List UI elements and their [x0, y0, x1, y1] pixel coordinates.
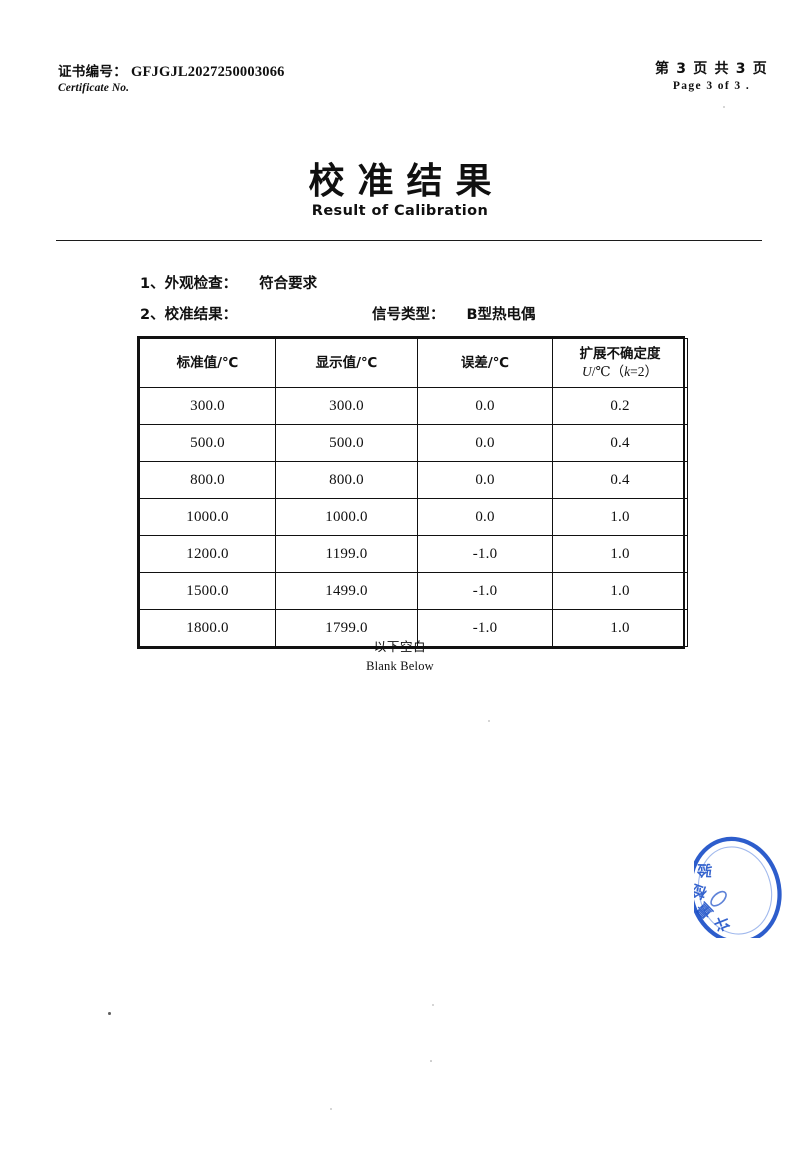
table-header: 标准值/℃ 显示值/℃ 误差/℃ 扩展不确定度 U/℃（k=2） — [139, 338, 688, 388]
cell-uncertainty: 1.0 — [552, 609, 688, 647]
uncertainty-symbol-U: U — [582, 364, 592, 379]
uncertainty-symbol-k: k — [624, 364, 631, 379]
column-header-display-value: 显示值/℃ — [275, 338, 418, 388]
column-header-error: 误差/℃ — [417, 338, 553, 388]
certificate-number-block: 证书编号： GFJGJL2027250003066 Certificate No. — [58, 60, 285, 94]
cell-uncertainty: 0.2 — [552, 387, 688, 425]
scan-speckle — [432, 1004, 434, 1006]
table-row: 300.0 300.0 0.0 0.2 — [139, 387, 688, 425]
table-row: 500.0 500.0 0.0 0.4 — [139, 424, 688, 462]
cell-display-value: 1199.0 — [275, 535, 418, 573]
cell-display-value: 1799.0 — [275, 609, 418, 647]
table-header-row: 标准值/℃ 显示值/℃ 误差/℃ 扩展不确定度 U/℃（k=2） — [139, 338, 688, 388]
table-row: 1000.0 1000.0 0.0 1.0 — [139, 498, 688, 536]
scan-speckle — [108, 1012, 111, 1015]
column-header-standard-value: 标准值/℃ — [139, 338, 276, 388]
cell-standard-value: 300.0 — [139, 387, 276, 425]
uncertainty-k-value: =2） — [630, 364, 658, 379]
page-number-cn: 第 3 页 共 3 页 — [654, 61, 768, 77]
svg-text:量: 量 — [694, 899, 717, 922]
page-title-en: Result of Calibration — [311, 203, 489, 219]
svg-text:验: 验 — [696, 861, 713, 880]
scan-speckle — [330, 1108, 332, 1110]
calibration-results-table: 标准值/℃ 显示值/℃ 误差/℃ 扩展不确定度 U/℃（k=2） 300.0 3… — [139, 338, 688, 647]
table-row: 800.0 800.0 0.0 0.4 — [139, 461, 688, 499]
cell-error: 0.0 — [417, 387, 553, 425]
cell-uncertainty: 0.4 — [552, 424, 688, 462]
cell-display-value: 1000.0 — [275, 498, 418, 536]
cell-error: 0.0 — [417, 424, 553, 462]
cell-standard-value: 1000.0 — [139, 498, 276, 536]
page-title-cn: 校准结果 — [308, 161, 505, 202]
table-row: 1500.0 1499.0 -1.0 1.0 — [139, 572, 688, 610]
cell-standard-value: 800.0 — [139, 461, 276, 499]
cell-display-value: 800.0 — [275, 461, 418, 499]
blank-below-notice: 以下空白 Blank Below — [0, 636, 800, 674]
table-row: 1200.0 1199.0 -1.0 1.0 — [139, 535, 688, 573]
calibration-result-line: 2、校准结果： — [140, 303, 237, 324]
cell-error: -1.0 — [417, 535, 553, 573]
page-number-block: 第 3 页 共 3 页 Page 3 of 3 . — [655, 58, 768, 92]
svg-text:计: 计 — [712, 913, 734, 934]
appearance-check-value: 符合要求 — [259, 276, 318, 292]
cell-error: -1.0 — [417, 572, 553, 610]
cell-display-value: 500.0 — [275, 424, 418, 462]
signal-type-line: 信号类型： B型热电偶 — [372, 303, 536, 324]
table-row: 1800.0 1799.0 -1.0 1.0 — [139, 609, 688, 647]
cell-display-value: 300.0 — [275, 387, 418, 425]
table-body: 300.0 300.0 0.0 0.2 500.0 500.0 0.0 0.4 … — [139, 387, 688, 647]
scan-speckle — [723, 106, 725, 108]
cell-uncertainty: 1.0 — [552, 572, 688, 610]
scan-speckle — [488, 720, 490, 722]
certificate-no-label-cn: 证书编号： — [58, 64, 127, 80]
cell-uncertainty: 1.0 — [552, 498, 688, 536]
calibration-results-table-wrapper: 标准值/℃ 显示值/℃ 误差/℃ 扩展不确定度 U/℃（k=2） 300.0 3… — [137, 336, 688, 649]
cell-standard-value: 1800.0 — [139, 609, 276, 647]
column-header-uncertainty: 扩展不确定度 U/℃（k=2） — [552, 338, 688, 388]
cell-standard-value: 500.0 — [139, 424, 276, 462]
cell-error: 0.0 — [417, 461, 553, 499]
appearance-check-label: 1、外观检查： — [140, 276, 238, 292]
uncertainty-unit: /℃（ — [591, 364, 625, 379]
cell-uncertainty: 0.4 — [552, 461, 688, 499]
cell-uncertainty: 1.0 — [552, 535, 688, 573]
svg-text:检: 检 — [694, 880, 709, 902]
scan-speckle — [430, 1060, 432, 1062]
cell-standard-value: 1200.0 — [139, 535, 276, 573]
signal-type-label: 信号类型： — [372, 307, 445, 323]
calibration-seal-stamp: 验 检 量 计 — [694, 826, 800, 938]
appearance-check-line: 1、外观检查： 符合要求 — [140, 272, 317, 293]
page-number-en: Page 3 of 3 . — [672, 80, 751, 92]
signal-type-value: B型热电偶 — [466, 307, 536, 323]
blank-below-cn: 以下空白 — [373, 639, 427, 654]
calibration-result-label: 2、校准结果： — [140, 307, 238, 323]
certificate-no-label-en: Certificate No. — [58, 82, 130, 94]
certificate-no-value: GFJGJL2027250003066 — [131, 64, 285, 80]
column-header-uncertainty-main: 扩展不确定度 — [579, 345, 661, 362]
cell-standard-value: 1500.0 — [139, 572, 276, 610]
cell-error: 0.0 — [417, 498, 553, 536]
cell-error: -1.0 — [417, 609, 553, 647]
column-header-uncertainty-sub: U/℃（k=2） — [553, 363, 687, 381]
cell-display-value: 1499.0 — [275, 572, 418, 610]
blank-below-en: Blank Below — [366, 659, 434, 673]
title-divider — [56, 240, 762, 241]
